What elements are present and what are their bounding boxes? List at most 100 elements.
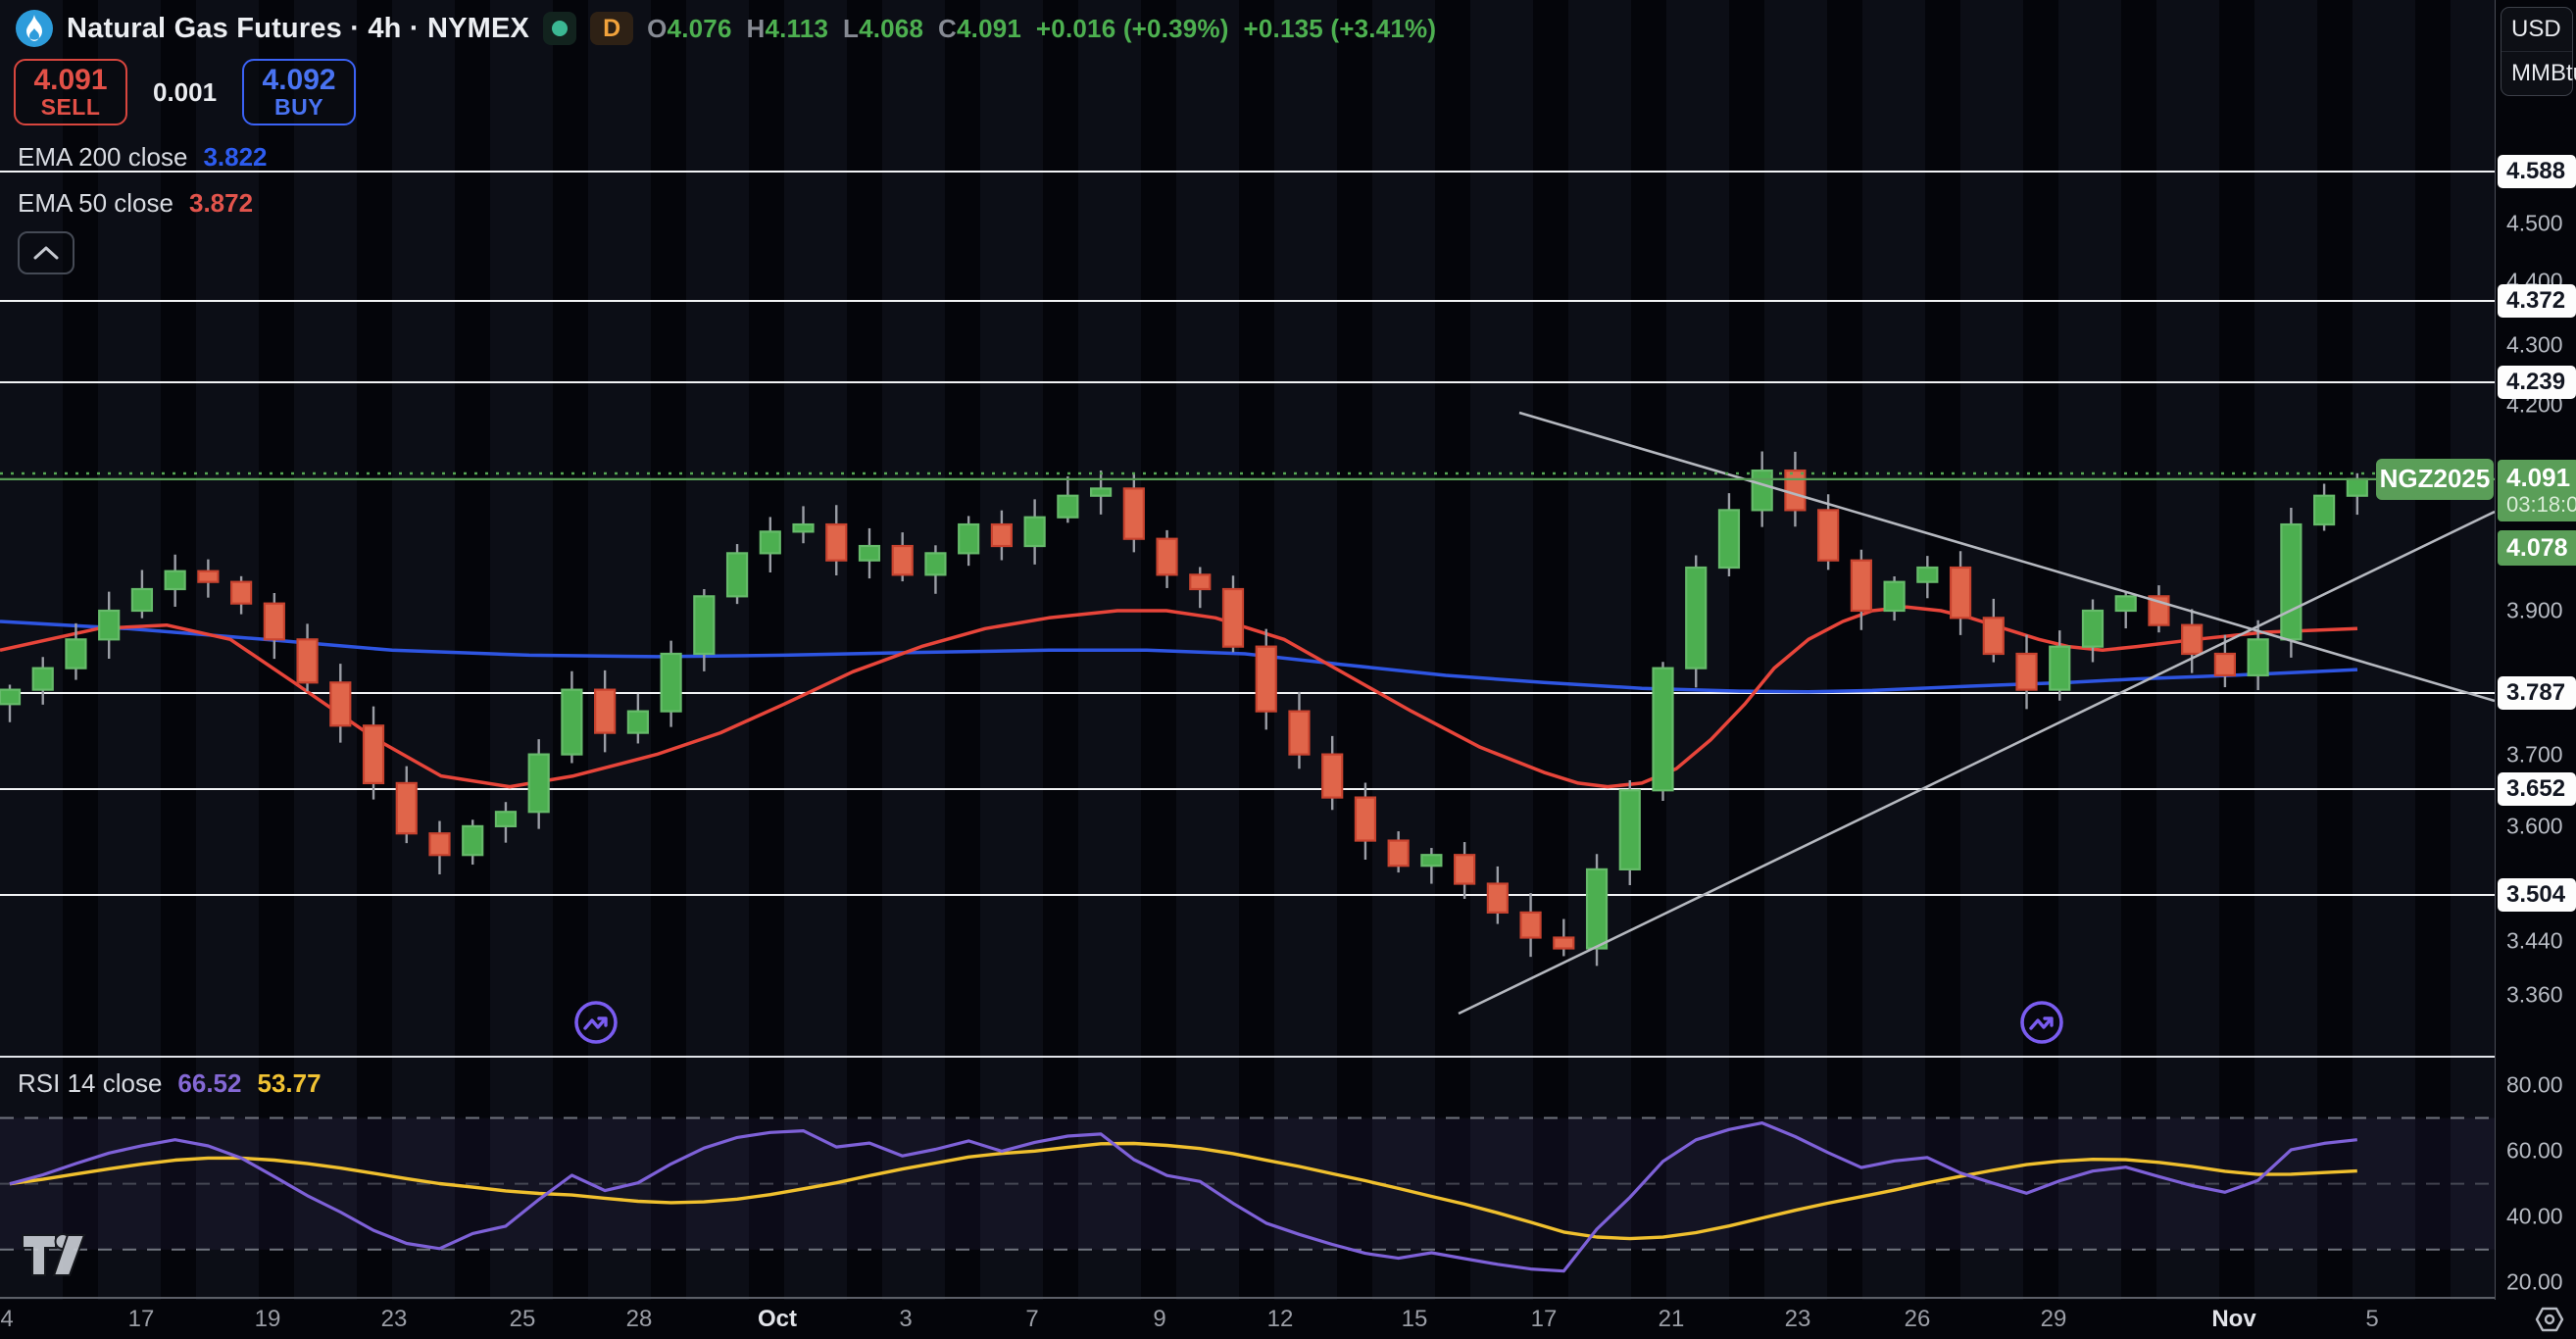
candle[interactable] (2280, 508, 2303, 658)
candle[interactable] (792, 506, 815, 544)
unit-option[interactable]: MMBtu (2511, 60, 2576, 86)
candle[interactable] (0, 684, 22, 722)
market-status-pill[interactable] (543, 12, 577, 45)
price-pane (0, 171, 2495, 1044)
candle-body-up (2247, 638, 2269, 677)
candle[interactable] (2081, 599, 2105, 663)
candle[interactable] (958, 516, 980, 567)
trendline-drawing[interactable] (1458, 510, 2495, 1016)
candle[interactable] (693, 588, 716, 671)
candle[interactable] (1618, 780, 1641, 886)
timeframe-badge[interactable]: D (590, 12, 634, 45)
candle[interactable] (31, 657, 54, 705)
ema200-line[interactable] (0, 620, 2358, 694)
candle[interactable] (197, 559, 220, 598)
candle[interactable] (825, 505, 848, 575)
candle[interactable] (362, 706, 385, 800)
candle[interactable] (725, 544, 749, 605)
candle[interactable] (1916, 556, 1939, 599)
time-tick-label: 23 (1784, 1306, 1811, 1332)
currency-unit-toggle[interactable]: USD MMBtu (2501, 7, 2576, 96)
candle[interactable] (1156, 529, 1178, 588)
candle[interactable] (2114, 591, 2137, 629)
candle[interactable] (428, 820, 451, 875)
candle[interactable] (1089, 470, 1113, 515)
candle[interactable] (594, 670, 617, 753)
candle[interactable] (1221, 575, 1245, 653)
candle[interactable] (329, 664, 352, 743)
time-tick-label: 28 (625, 1306, 653, 1332)
candle[interactable] (1288, 691, 1311, 769)
candle[interactable] (2015, 634, 2038, 710)
candle[interactable] (924, 545, 947, 594)
currency-option[interactable]: USD (2502, 8, 2572, 52)
candle[interactable] (1982, 598, 2005, 663)
symbol-title[interactable]: Natural Gas Futures · 4h · NYMEX (67, 12, 530, 44)
candle[interactable] (759, 517, 781, 572)
sell-button[interactable]: 4.091 SELL (14, 59, 127, 125)
candle[interactable] (2181, 609, 2204, 673)
candle[interactable] (2049, 630, 2071, 701)
candle[interactable] (660, 640, 682, 727)
candle[interactable] (1717, 493, 1741, 577)
candle[interactable] (1685, 555, 1708, 688)
candle[interactable] (626, 693, 649, 744)
candle[interactable] (1817, 494, 1840, 570)
candle[interactable] (494, 802, 518, 843)
trendline-drawing[interactable] (1518, 411, 2495, 703)
candle[interactable] (1354, 782, 1377, 861)
candle[interactable] (2247, 620, 2269, 691)
price-axis[interactable]: USD MMBtu 4.091 03:18:0 4.078 4.588 4.500… (2495, 0, 2576, 1300)
candle[interactable] (2148, 585, 2170, 633)
candle[interactable] (164, 554, 186, 607)
time-axis[interactable]: 4 17 19 23 25 28 Oct 3 7 9 12 15 17 21 23 26 29 Nov 5 (0, 1300, 2495, 1339)
candle[interactable] (1023, 499, 1046, 565)
candle[interactable] (1387, 831, 1410, 873)
candle[interactable] (561, 670, 583, 764)
candle[interactable] (1420, 848, 1443, 884)
candle[interactable] (990, 510, 1014, 561)
candle[interactable] (1519, 893, 1542, 958)
pane-separator[interactable] (0, 1056, 2576, 1058)
buy-button[interactable]: 4.092 BUY (242, 59, 357, 125)
drawing-marker-icon[interactable] (574, 1001, 618, 1044)
low-label: L (842, 13, 860, 43)
candle[interactable] (1321, 735, 1344, 811)
candle[interactable] (1949, 551, 1972, 635)
candle[interactable] (891, 532, 914, 582)
ema200-legend[interactable]: EMA 200 close 3.822 (18, 142, 268, 173)
candle[interactable] (65, 622, 87, 680)
collapse-legend-button[interactable] (18, 231, 74, 274)
candle[interactable] (98, 591, 121, 659)
candle[interactable] (1057, 475, 1079, 523)
candle[interactable] (296, 623, 319, 692)
drawing-marker-icon[interactable] (2020, 1001, 2063, 1044)
candle[interactable] (858, 527, 881, 579)
candle[interactable] (1486, 866, 1509, 924)
candle[interactable] (1850, 549, 1872, 630)
symbol-price-line-badge[interactable]: NGZ2025 (2376, 458, 2494, 500)
candle[interactable] (462, 819, 484, 866)
symbol-logo-icon[interactable] (16, 10, 53, 47)
candle[interactable] (1553, 918, 1575, 957)
candle[interactable] (1255, 628, 1277, 730)
candle[interactable] (1652, 662, 1674, 801)
rsi-legend[interactable]: RSI 14 close 66.52 53.77 (18, 1068, 322, 1099)
chart-canvas-area[interactable]: Natural Gas Futures · 4h · NYMEX D O4.07… (0, 0, 2495, 1300)
candle[interactable] (395, 766, 418, 844)
candle[interactable] (263, 592, 285, 660)
candle[interactable] (2313, 483, 2336, 531)
tradingview-logo[interactable] (22, 1231, 86, 1280)
candle[interactable] (1784, 451, 1807, 527)
candle[interactable] (1454, 842, 1476, 899)
candle[interactable] (527, 739, 550, 829)
candle[interactable] (1189, 567, 1212, 609)
candle[interactable] (230, 575, 253, 615)
rsi-line[interactable] (9, 1120, 2357, 1273)
candle[interactable] (130, 570, 154, 619)
candle[interactable] (1883, 575, 1906, 621)
hexagon-settings-icon[interactable] (2535, 1305, 2564, 1334)
candle[interactable] (1122, 473, 1145, 553)
ema50-legend[interactable]: EMA 50 close 3.872 (18, 188, 253, 219)
candle[interactable] (1751, 451, 1773, 527)
